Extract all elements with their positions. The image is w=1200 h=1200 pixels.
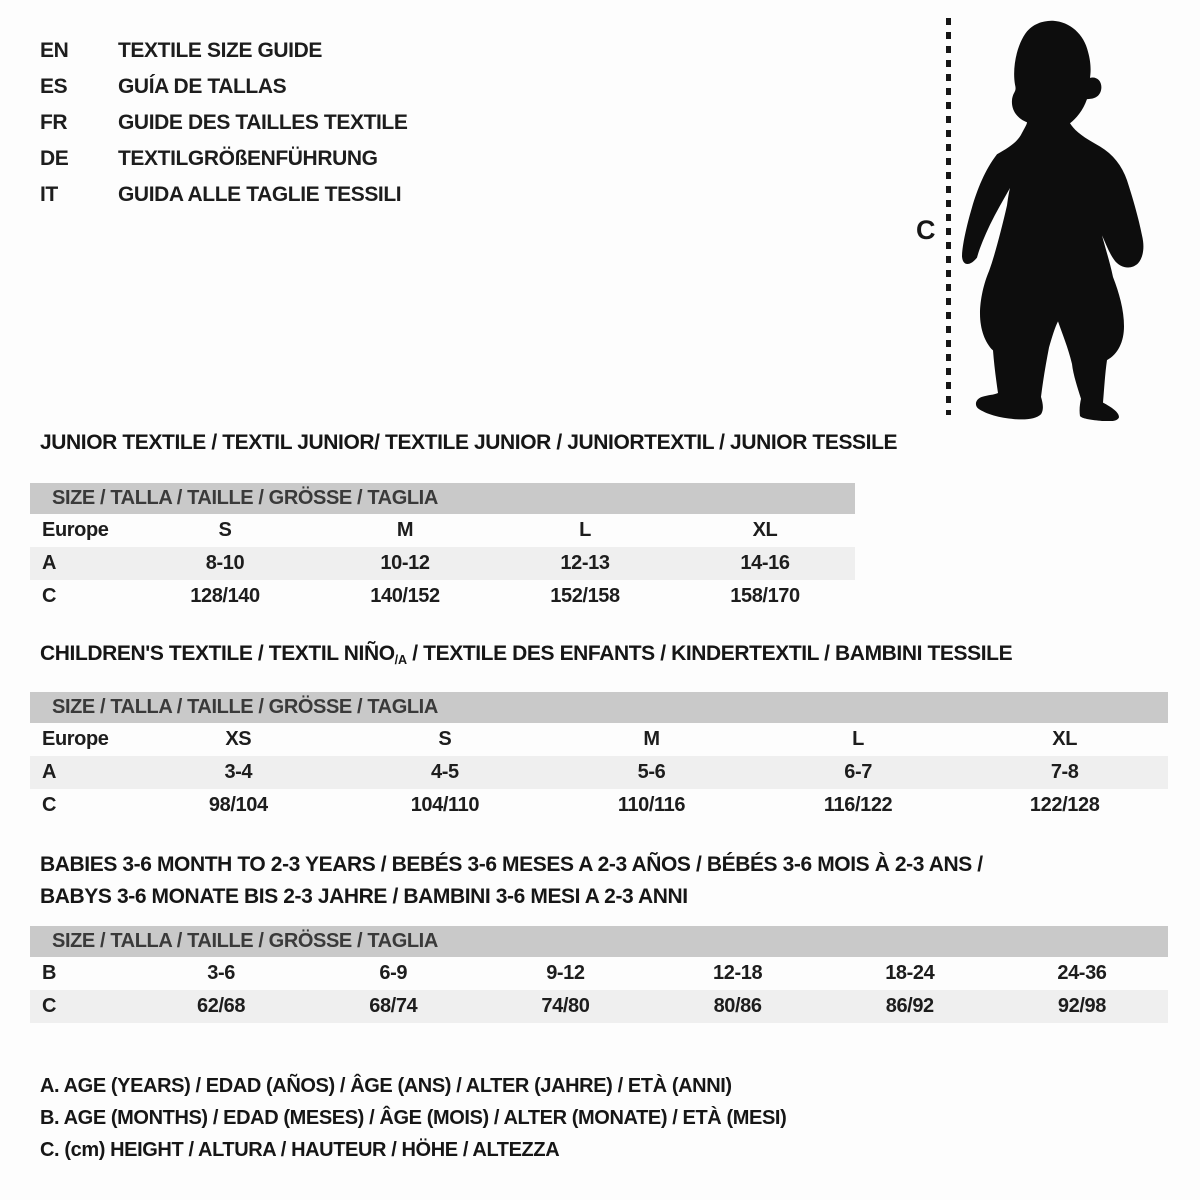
legend-age-months: B. AGE (MONTHS) / EDAD (MESES) / ÂGE (MO… [40, 1106, 787, 1129]
height-cell: 74/80 [541, 995, 590, 1017]
age-cell: 6-9 [379, 962, 408, 984]
age-cell: 24-36 [1057, 962, 1107, 984]
age-cell: 7-8 [1050, 761, 1079, 783]
table-row: Europe XS S M L XL [30, 723, 1168, 756]
size-header-text: SIZE / TALLA / TAILLE / GRÖSSE / TAGLIA [52, 487, 438, 509]
age-cell: 9-12 [546, 962, 585, 984]
size-header-text: SIZE / TALLA / TAILLE / GRÖSSE / TAGLIA [52, 696, 438, 718]
height-cell: 116/122 [823, 794, 893, 816]
age-cell: 14-16 [740, 552, 790, 574]
height-cell: 110/116 [617, 794, 686, 816]
babies-size-header-row: SIZE / TALLA / TAILLE / GRÖSSE / TAGLIA [30, 926, 1168, 957]
height-cell: 122/128 [1029, 794, 1100, 816]
language-list: EN TEXTILE SIZE GUIDE ES GUÍA DE TALLAS … [40, 33, 408, 213]
children-size-header-row: SIZE / TALLA / TAILLE / GRÖSSE / TAGLIA [30, 692, 1168, 723]
junior-size-table: SIZE / TALLA / TAILLE / GRÖSSE / TAGLIA … [30, 483, 855, 613]
language-label: GUÍA DE TALLAS [118, 75, 287, 98]
table-row: C 98/104 104/110 110/116 116/122 122/128 [30, 789, 1168, 822]
age-cell: 6-7 [844, 761, 872, 783]
language-row-en: EN TEXTILE SIZE GUIDE [40, 33, 407, 69]
babies-section-title: BABIES 3-6 MONTH TO 2-3 YEARS / BEBÉS 3-… [40, 849, 983, 913]
junior-section-title: JUNIOR TEXTILE / TEXTIL JUNIOR/ TEXTILE … [40, 431, 898, 454]
size-cell: M [643, 728, 660, 750]
language-label: GUIDE DES TAILLES TEXTILE [118, 111, 408, 134]
language-row-it: IT GUIDA ALLE TAGLIE TESSILI [40, 177, 407, 213]
language-code: FR [40, 111, 68, 134]
table-row: C 62/68 68/74 74/80 80/86 86/92 92/98 [30, 990, 1168, 1023]
language-row-de: DE TEXTILGRÖßENFÜHRUNG [40, 141, 407, 177]
children-title-main: CHILDREN'S TEXTILE / TEXTIL NIÑO [40, 642, 395, 665]
height-cell: 92/98 [1057, 995, 1106, 1017]
size-header-text: SIZE / TALLA / TAILLE / GRÖSSE / TAGLIA [52, 930, 438, 952]
language-label: TEXTILE SIZE GUIDE [118, 39, 322, 62]
babies-size-table: SIZE / TALLA / TAILLE / GRÖSSE / TAGLIA … [30, 926, 1168, 1023]
babies-title-line1: BABIES 3-6 MONTH TO 2-3 YEARS / BEBÉS 3-… [40, 853, 983, 876]
age-cell: 12-13 [560, 552, 610, 574]
legend: A. AGE (YEARS) / EDAD (AÑOS) / ÂGE (ANS)… [40, 1070, 787, 1166]
table-row: A 3-4 4-5 5-6 6-7 7-8 [30, 756, 1168, 789]
age-cell: 3-4 [224, 761, 253, 783]
language-code: ES [40, 75, 68, 98]
language-label: TEXTILGRÖßENFÜHRUNG [118, 147, 378, 170]
row-label: C [42, 585, 57, 607]
row-label: Europe [42, 728, 109, 750]
table-row: Europe S M L XL [30, 514, 855, 547]
language-row-es: ES GUÍA DE TALLAS [40, 69, 407, 105]
table-row: C 128/140 140/152 152/158 158/170 [30, 580, 855, 613]
size-cell: XL [1052, 728, 1078, 750]
toddler-silhouette-icon [962, 20, 1144, 421]
children-title-rest: / TEXTILE DES ENFANTS / KINDERTEXTIL / B… [406, 642, 1013, 665]
age-cell: 10-12 [380, 552, 430, 574]
height-cell: 158/170 [730, 585, 800, 607]
height-cell: 86/92 [885, 995, 934, 1017]
age-cell: 12-18 [713, 962, 763, 984]
age-cell: 4-5 [431, 761, 459, 783]
size-cell: XL [752, 519, 778, 541]
junior-size-header-row: SIZE / TALLA / TAILLE / GRÖSSE / TAGLIA [30, 483, 855, 514]
size-cell: L [579, 519, 591, 541]
size-cell: L [852, 728, 864, 750]
size-cell: M [396, 519, 414, 541]
language-code: DE [40, 147, 69, 170]
row-label: A [42, 552, 57, 574]
size-cell: S [218, 519, 232, 541]
children-size-table: SIZE / TALLA / TAILLE / GRÖSSE / TAGLIA … [30, 692, 1168, 822]
row-label: C [42, 995, 57, 1017]
height-cell: 62/68 [197, 995, 246, 1017]
age-cell: 18-24 [885, 962, 935, 984]
language-code: IT [40, 183, 58, 206]
height-cell: 98/104 [208, 794, 268, 816]
size-cell: S [438, 728, 452, 750]
age-cell: 8-10 [205, 552, 245, 574]
height-cell: 80/86 [713, 995, 762, 1017]
height-cell: 140/152 [370, 585, 440, 607]
height-measure-label: C [916, 215, 936, 245]
legend-height-cm: C. (cm) HEIGHT / ALTURA / HAUTEUR / HÖHE… [40, 1138, 560, 1161]
height-cell: 104/110 [410, 794, 480, 816]
legend-age-years: A. AGE (YEARS) / EDAD (AÑOS) / ÂGE (ANS)… [40, 1074, 732, 1097]
children-section-title: CHILDREN'S TEXTILE / TEXTIL NIÑO/A / TEX… [40, 642, 1013, 667]
age-cell: 5-6 [637, 761, 666, 783]
row-label: A [42, 761, 57, 783]
children-title-subscript: /A [394, 652, 407, 667]
height-dashed-line [946, 18, 951, 415]
babies-title-line2: BABYS 3-6 MONATE BIS 2-3 JAHRE / BAMBINI… [40, 885, 688, 908]
language-code: EN [40, 39, 69, 62]
row-label: C [42, 794, 57, 816]
row-label: Europe [42, 519, 109, 541]
size-cell: XS [225, 728, 252, 750]
age-cell: 3-6 [207, 962, 235, 984]
height-cell: 128/140 [190, 585, 260, 607]
table-row: B 3-6 6-9 9-12 12-18 18-24 24-36 [30, 957, 1168, 990]
height-cell: 68/74 [369, 995, 418, 1017]
table-row: A 8-10 10-12 12-13 14-16 [30, 547, 855, 580]
row-label: B [42, 962, 57, 984]
language-row-fr: FR GUIDE DES TAILLES TEXTILE [40, 105, 408, 141]
height-cell: 152/158 [550, 585, 620, 607]
language-label: GUIDA ALLE TAGLIE TESSILI [118, 183, 402, 206]
